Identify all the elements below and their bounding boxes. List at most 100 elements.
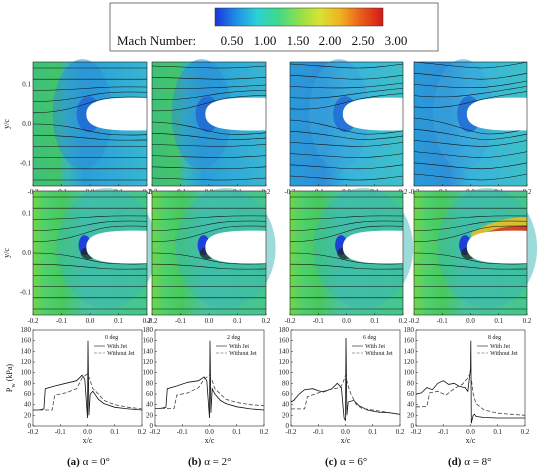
x-tick-label: -0.1	[55, 428, 67, 436]
legend-label: Without Jet	[365, 351, 393, 357]
y-tick-label: 140	[279, 347, 290, 355]
streamlines	[151, 196, 267, 310]
streamline	[151, 121, 267, 135]
streamline	[413, 225, 528, 243]
y-label-symbol: P	[5, 387, 14, 392]
x-tick-label: 0.2	[399, 317, 408, 325]
streamline	[413, 263, 528, 270]
y-tick-label: 0	[28, 422, 32, 430]
streamline	[413, 162, 528, 170]
chart-title: 2 deg	[227, 335, 240, 341]
streamlines	[32, 67, 148, 181]
streamline	[289, 263, 404, 270]
streamline	[413, 128, 528, 140]
y-tick-label: 100	[279, 369, 290, 377]
x-tick-label: -0.2	[149, 428, 161, 436]
y-tick-label: 80	[24, 379, 32, 387]
x-tick-label: 0.1	[114, 317, 123, 325]
supersonic-region	[471, 217, 527, 240]
colorbar-tick-label: 2.50	[352, 33, 375, 48]
y-tick-label: 160	[279, 337, 290, 345]
y-tick-label: 100	[404, 369, 415, 377]
streamline	[289, 220, 404, 231]
streamlines	[289, 196, 404, 310]
y-tick-label: 160	[143, 337, 154, 345]
pressure-chart: -0.2 -0.1 0.0 0.1 0.2 0 20 40 60 80 100 120 140 160 18…	[5, 326, 147, 468]
streamline	[289, 153, 404, 158]
caption-letter: (a)	[67, 456, 80, 468]
y-tick-label: 0.1	[22, 80, 31, 88]
panel-caption: (c) α = 6°	[325, 456, 367, 468]
x-tick-label: 0.0	[341, 428, 350, 436]
streamline	[32, 215, 148, 220]
x-tick-label: 0.1	[494, 317, 503, 325]
legend-label: Without Jet	[229, 351, 257, 357]
streamline	[289, 93, 404, 110]
y-axis-label: y/c	[2, 248, 11, 258]
colorbar-tick-label: 3.00	[385, 33, 408, 48]
x-tick-label: -0.1	[313, 317, 325, 325]
y-tick-label: 20	[282, 411, 290, 419]
caption-letter: (c)	[325, 456, 338, 468]
streamline	[289, 130, 404, 140]
streamlines	[413, 196, 528, 310]
y-tick-label: 60	[24, 390, 32, 398]
colorbar-tick-label: 2.00	[319, 33, 342, 48]
y-tick-label: 120	[279, 358, 290, 366]
x-tick-label: 0.0	[205, 317, 214, 325]
y-tick-label: -0.1	[20, 289, 32, 297]
series-without-jet	[33, 373, 143, 411]
x-tick-label: 0.1	[233, 317, 242, 325]
airfoil-body	[342, 230, 404, 264]
y-tick-label: 20	[24, 411, 32, 419]
series-without-jet	[291, 373, 401, 415]
colorbar-label: Mach Number:	[117, 33, 196, 48]
mach-contour-panel: -0.2-0.10.00.10.2	[408, 59, 532, 196]
colorbar-gradient	[214, 7, 384, 27]
streamline	[32, 252, 148, 265]
x-tick-label: 0.2	[260, 428, 269, 436]
caption-equation: α = 2°	[201, 456, 231, 468]
x-tick-label: -0.1	[438, 428, 450, 436]
streamline	[413, 61, 528, 69]
streamline	[289, 175, 404, 181]
airfoil-body	[86, 97, 148, 131]
x-tick-label: 0.2	[143, 317, 152, 325]
streamline	[151, 225, 267, 243]
colorbar-tick-label: 1.00	[254, 33, 277, 48]
x-tick-label: 0.0	[86, 317, 95, 325]
legend-label: Without Jet	[490, 351, 518, 357]
y-tick-label: 180	[404, 326, 415, 334]
mach-contour-panel: -0.2-0.10.00.10.20.10.0-0.1y/c	[2, 59, 152, 196]
x-tick-label: 0.1	[110, 428, 119, 436]
streamline	[289, 63, 404, 69]
chart-title: 0 deg	[105, 335, 118, 341]
y-tick-label: 60	[282, 390, 290, 398]
y-tick-label: 120	[21, 358, 32, 366]
x-tick-label: 0.2	[521, 428, 530, 436]
pressure-chart: -0.2 -0.1 0.0 0.1 0.2 0 20 40 60 80 100 120 140 160 18…	[279, 326, 405, 468]
x-tick-label: 0.0	[205, 428, 214, 436]
panel-caption: (a) α = 0°	[67, 456, 110, 468]
streamline	[151, 132, 267, 140]
x-tick-label: -0.1	[177, 428, 189, 436]
y-tick-label: 140	[404, 347, 415, 355]
y-tick-label: 20	[407, 411, 415, 419]
streamline	[413, 85, 528, 98]
x-tick-label: -0.2	[285, 428, 297, 436]
y-tick-label: 100	[21, 369, 32, 377]
pressure-chart: -0.2 -0.1 0.0 0.1 0.2 0 20 40 60 80 100 120 140 160 18…	[143, 326, 269, 468]
series-with-jet	[415, 340, 525, 424]
airfoil-body	[466, 97, 528, 131]
streamline	[289, 82, 404, 89]
airfoil-body	[205, 230, 267, 264]
x-tick-label: 0.1	[493, 428, 502, 436]
panel-caption: (b) α = 2°	[188, 456, 232, 468]
y-tick-label: 40	[282, 401, 290, 409]
y-tick-label: 40	[146, 401, 154, 409]
y-tick-label: 160	[21, 337, 32, 345]
streamline	[32, 134, 148, 141]
